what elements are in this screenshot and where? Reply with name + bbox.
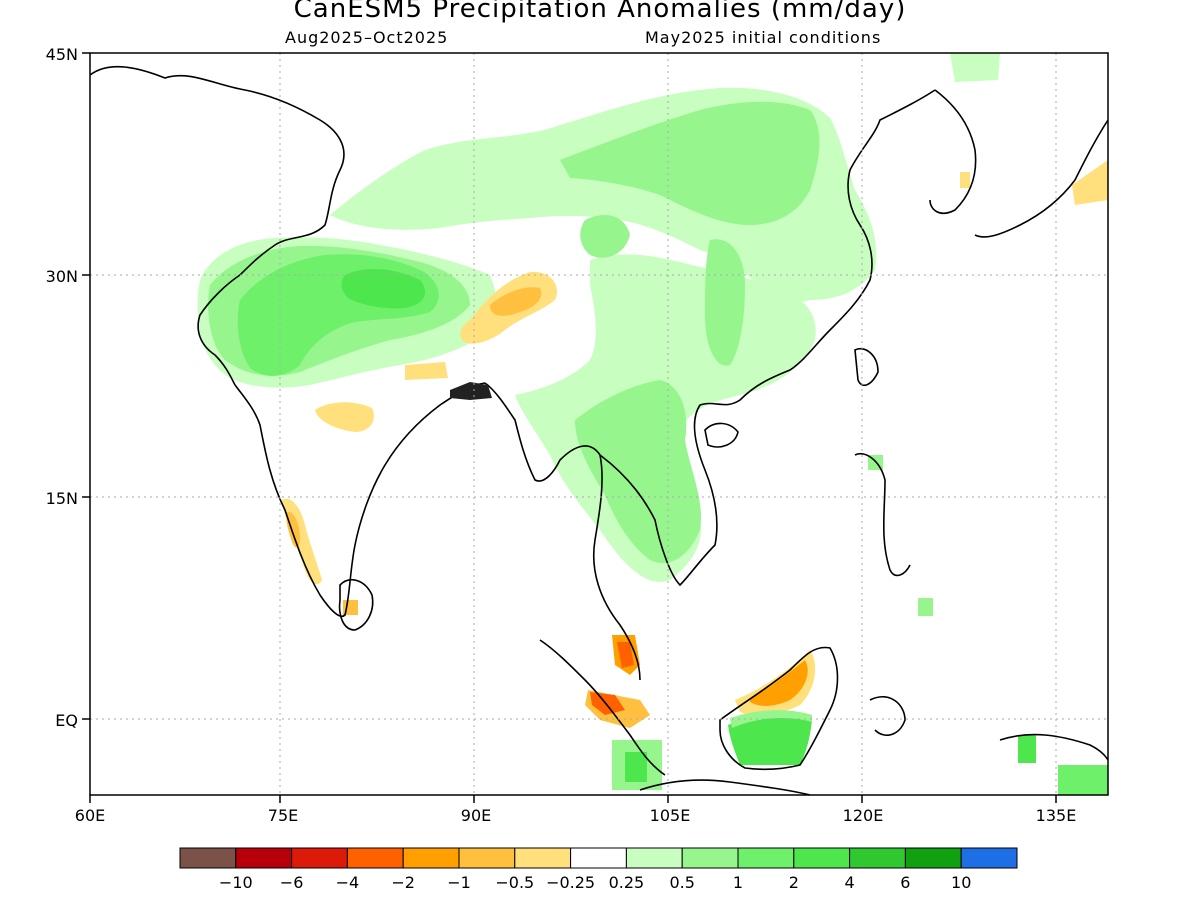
colorbar-swatch	[179, 847, 237, 869]
anomaly-region-nepal	[341, 268, 425, 309]
colorbar-label: −0.5	[495, 873, 534, 892]
map-title: CanESM5 Precipitation Anomalies (mm/day)	[293, 0, 907, 24]
lat-tick-label: 15N	[46, 489, 78, 508]
map-frame	[89, 52, 1109, 796]
colorbar-label: −10	[219, 873, 253, 892]
forecast-period: Aug2025–Oct2025	[285, 28, 449, 47]
lon-tick-label: 90E	[461, 806, 491, 825]
initial-conditions: May2025 initial conditions	[645, 28, 882, 47]
colorbar-swatch	[570, 847, 627, 869]
colorbar-label: −4	[336, 873, 360, 892]
anomaly-region-central-india-dry	[315, 402, 375, 432]
coastlines	[90, 65, 1108, 795]
anomaly-region-mongolia	[560, 101, 820, 225]
anomaly-region-malay-peninsula-core	[617, 642, 634, 668]
anomaly-region-eastern-himalaya-core	[490, 287, 542, 316]
lon-tick-label: 75E	[268, 806, 298, 825]
colorbar-label: −6	[280, 873, 304, 892]
anomaly-region-central-china	[580, 215, 630, 258]
anomaly-region-pakistan	[278, 278, 319, 313]
colorbar-swatch	[625, 847, 683, 869]
colorbar-label: 0.25	[609, 873, 645, 892]
anomaly-region-east-china	[705, 239, 745, 366]
colorbar-swatch	[291, 847, 348, 869]
colorbar-label: 10	[951, 873, 971, 892]
colorbar-label: −0.25	[546, 873, 595, 892]
anomaly-region-java-core	[625, 752, 647, 782]
colorbar-label: 1	[733, 873, 743, 892]
colorbar-swatch	[849, 847, 906, 869]
axis-ticks	[82, 52, 1057, 803]
anomaly-region-bengal-dry	[405, 362, 448, 380]
anomaly-region-southern-borneo-wet	[728, 714, 812, 765]
anomaly-region-new-guinea-wet	[1058, 765, 1108, 795]
anomaly-region-manchuria-wet	[950, 53, 1000, 82]
anomaly-region-southern-borneo-fringe	[730, 710, 812, 728]
lat-tick-label: EQ	[55, 711, 78, 730]
colorbar-swatch	[737, 847, 795, 869]
anomaly-region-korea-dry	[960, 172, 970, 188]
lat-tick-label: 45N	[46, 45, 78, 64]
colorbar-label: −1	[447, 873, 471, 892]
anomaly-region-sulawesi-wet	[918, 598, 933, 616]
lon-tick-label: 105E	[650, 806, 691, 825]
lon-tick-label: 60E	[75, 806, 105, 825]
colorbar-label: −2	[391, 873, 415, 892]
colorbar-label: 6	[900, 873, 910, 892]
anomaly-region-japan-dry	[1072, 160, 1108, 205]
anomaly-region-western-ghats-dry	[282, 498, 322, 585]
colorbar-swatch	[960, 847, 1018, 869]
colorbar-swatch	[402, 847, 460, 869]
lon-tick-label: 120E	[843, 806, 884, 825]
colorbar-label: 0.5	[669, 873, 694, 892]
gridlines	[90, 53, 1108, 795]
colorbar-swatch	[793, 847, 851, 869]
anomaly-shading	[197, 53, 1108, 795]
anomaly-region-northern-borneo-core	[750, 660, 808, 706]
colorbar: −10 −6 −4 −2 −1 −0.5 −0.25 0.25 0.5 1 2 4 6 10	[179, 847, 1018, 892]
anomaly-region-sumatra-core	[590, 692, 625, 715]
lat-tick-label: 30N	[46, 267, 78, 286]
colorbar-swatch	[904, 847, 962, 869]
colorbar-swatch	[458, 847, 516, 869]
colorbar-label: 2	[789, 873, 799, 892]
anomaly-region-indochina	[575, 380, 702, 564]
lon-tick-label: 135E	[1036, 806, 1077, 825]
colorbar-label: 4	[845, 873, 855, 892]
anomaly-region-maluku-wet	[1018, 735, 1036, 763]
colorbar-swatch	[681, 847, 739, 869]
bengal-delta-coast	[450, 382, 492, 400]
colorbar-swatch	[346, 847, 404, 869]
anomaly-region-western-ghats-core	[286, 511, 301, 548]
colorbar-swatch	[235, 847, 293, 869]
colorbar-swatch	[514, 847, 572, 869]
